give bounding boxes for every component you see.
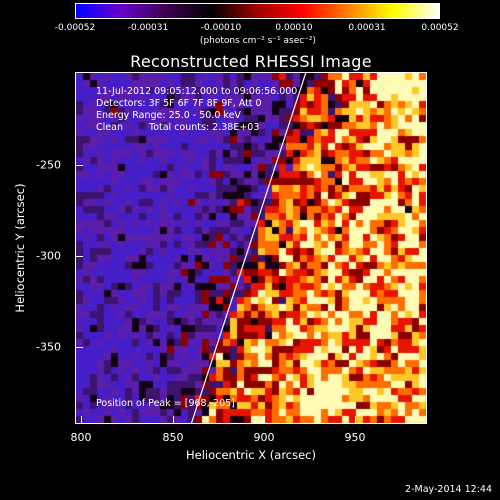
colorbar-units: (photons cm⁻² s⁻¹ asec⁻²) xyxy=(199,36,317,46)
y-tick-mark xyxy=(75,256,83,257)
colorbar-tick: -0.00010 xyxy=(200,23,242,33)
y-axis-label: Heliocentric Y (arcsec) xyxy=(13,183,27,313)
solar-limb-line xyxy=(190,73,307,423)
colorbar-tick: 0.00010 xyxy=(275,23,313,33)
chart-title: Reconstructed RHESSI Image xyxy=(130,52,372,71)
colorbar-tick: -0.00052 xyxy=(54,23,96,33)
x-tick-mark xyxy=(355,416,356,424)
y-tick-label: -250 xyxy=(36,158,61,172)
x-tick-label: 900 xyxy=(253,431,275,444)
x-tick-mark xyxy=(264,416,265,424)
colorbar-tick: 0.00052 xyxy=(421,23,459,33)
energy-annotation: Energy Range: 25.0 - 50.0 keV xyxy=(96,110,241,121)
colorbar-tick: 0.00031 xyxy=(348,23,386,33)
y-tick-mark xyxy=(75,165,83,166)
peak-position-annotation: Position of Peak = [968,-205] xyxy=(96,398,235,409)
colorbar-tick: -0.00031 xyxy=(127,23,169,33)
y-tick-label: -350 xyxy=(36,340,61,354)
y-tick-label: -300 xyxy=(36,249,61,263)
x-tick-mark xyxy=(173,416,174,424)
plot-area: 11-Jul-2012 09:05:12.000 to 09:06:56.000… xyxy=(75,72,427,424)
x-tick-label: 800 xyxy=(70,431,92,444)
total-counts-annotation: Total counts: 2.38E+03 xyxy=(149,122,260,133)
method-annotation: Clean xyxy=(96,122,123,133)
detectors-annotation: Detectors: 3F 5F 6F 7F 8F 9F, Att 0 xyxy=(96,98,262,109)
x-tick-label: 850 xyxy=(162,431,184,444)
limb-overlay xyxy=(190,73,307,423)
colorbar xyxy=(75,3,440,19)
time-range-annotation: 11-Jul-2012 09:05:12.000 to 09:06:56.000 xyxy=(96,86,298,97)
x-tick-label: 950 xyxy=(344,431,366,444)
x-tick-mark xyxy=(81,416,82,424)
timestamp-footer: 2-May-2014 12:44 xyxy=(405,484,492,495)
x-axis-label: Heliocentric X (arcsec) xyxy=(186,448,316,462)
y-tick-mark xyxy=(75,347,83,348)
heatmap-image xyxy=(76,73,426,423)
